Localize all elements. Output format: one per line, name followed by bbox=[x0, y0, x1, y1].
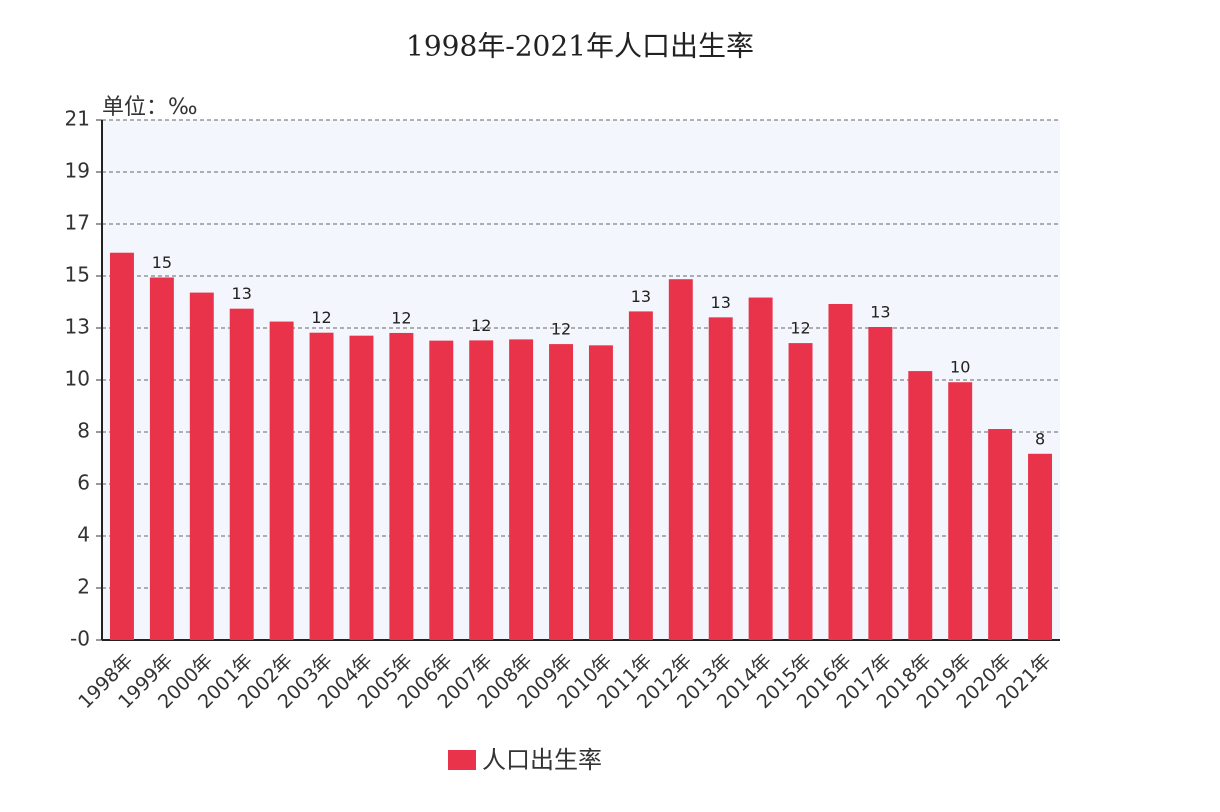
y-tick-label: 19 bbox=[65, 159, 90, 183]
bar bbox=[708, 317, 733, 640]
bar bbox=[189, 292, 214, 640]
bar bbox=[668, 279, 693, 640]
y-tick-label: 13 bbox=[65, 315, 90, 339]
y-tick-label: 8 bbox=[77, 419, 90, 443]
bar bbox=[788, 343, 813, 640]
value-label: 12 bbox=[790, 319, 810, 338]
y-unit: 单位：‰ bbox=[102, 95, 198, 120]
value-label: 15 bbox=[152, 253, 172, 272]
y-tick-label: 4 bbox=[77, 523, 90, 547]
bar bbox=[588, 345, 613, 640]
bar bbox=[309, 332, 334, 640]
value-label: 13 bbox=[870, 303, 890, 322]
bar bbox=[748, 297, 773, 640]
bar bbox=[429, 340, 454, 640]
bar bbox=[549, 344, 574, 640]
bar bbox=[269, 321, 294, 640]
bar bbox=[948, 382, 973, 640]
bar bbox=[509, 339, 534, 640]
value-label: 13 bbox=[232, 284, 252, 303]
value-label: 8 bbox=[1035, 429, 1045, 448]
bar bbox=[149, 277, 174, 640]
y-tick-label: 6 bbox=[77, 471, 90, 495]
value-label: 13 bbox=[631, 287, 651, 306]
legend-swatch bbox=[448, 750, 476, 770]
y-tick-label: 2 bbox=[77, 575, 90, 599]
y-tick-label: 10 bbox=[65, 367, 90, 391]
bar bbox=[908, 371, 933, 640]
bar bbox=[988, 429, 1013, 640]
bar bbox=[389, 332, 414, 640]
value-label: 12 bbox=[471, 316, 491, 335]
y-tick-label: 15 bbox=[65, 263, 90, 287]
bar bbox=[868, 327, 893, 640]
bar bbox=[349, 335, 374, 640]
bar bbox=[469, 340, 494, 640]
y-tick-label: -0 bbox=[70, 627, 90, 651]
bar bbox=[229, 308, 254, 640]
legend-label: 人口出生率 bbox=[482, 746, 602, 774]
y-tick-label: 17 bbox=[65, 211, 90, 235]
value-label: 12 bbox=[551, 320, 571, 339]
bar bbox=[628, 311, 653, 640]
bar bbox=[109, 252, 134, 640]
chart-title: 1998年-2021年人口出生率 bbox=[406, 30, 754, 63]
value-label: 12 bbox=[391, 308, 411, 327]
bar bbox=[1028, 453, 1053, 640]
bar bbox=[828, 303, 853, 640]
value-label: 12 bbox=[311, 308, 331, 327]
value-label: 10 bbox=[950, 358, 970, 377]
value-label: 13 bbox=[711, 293, 731, 312]
y-tick-label: 21 bbox=[65, 107, 90, 131]
